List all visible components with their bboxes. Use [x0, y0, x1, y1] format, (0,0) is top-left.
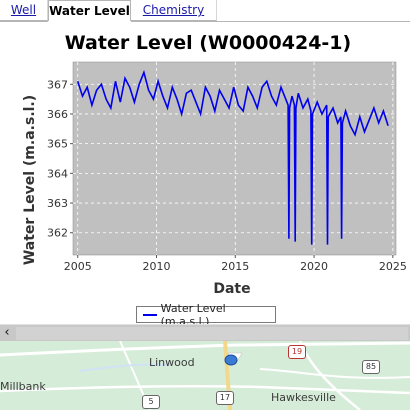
map-place-linwood: Linwood: [149, 356, 195, 369]
y-tick-label: 365: [47, 138, 68, 151]
scroll-thumb[interactable]: [16, 327, 408, 340]
tab-chemistry[interactable]: Chemistry: [131, 0, 217, 21]
x-tick-label: 2025: [379, 260, 407, 273]
y-axis-label: Water Level (m.a.s.l.): [22, 95, 38, 265]
route-shield-19: 19: [288, 345, 306, 359]
map-view[interactable]: Linwood Millbank Hawkesville 19 85 5 17: [0, 341, 410, 410]
tab-bar: Well Water Level Chemistry: [0, 0, 410, 22]
y-tick-label: 366: [47, 108, 68, 121]
x-axis-label: Date: [213, 281, 250, 297]
y-tick-label: 363: [47, 197, 68, 210]
map-place-millbank: Millbank: [0, 380, 46, 393]
scroll-left-arrow-icon[interactable]: ‹: [4, 325, 10, 340]
chart-legend: Water Level (m.a.s.l.): [136, 302, 276, 328]
tab-divider-gap: [48, 21, 131, 22]
y-tick-label: 367: [47, 78, 68, 91]
y-tick-label: 364: [47, 167, 68, 180]
chart-title: Water Level (W0000424-1): [65, 32, 351, 54]
legend-swatch: [143, 313, 157, 316]
tab-water-level[interactable]: Water Level: [48, 0, 131, 22]
y-axis-ticks: 362 363 364 365 366 367: [47, 78, 73, 240]
series-line-water-level: [76, 69, 389, 245]
map-roads: [0, 341, 410, 410]
y-tick-label: 362: [47, 227, 68, 240]
route-shield-85: 85: [362, 360, 380, 374]
x-axis-ticks: 2005 2010 2015 2020 2025: [64, 255, 407, 273]
horizontal-scrollbar[interactable]: ‹: [0, 324, 410, 342]
route-shield-17: 17: [216, 391, 234, 405]
x-tick-label: 2020: [300, 260, 328, 273]
x-tick-label: 2005: [64, 260, 92, 273]
route-shield-5: 5: [142, 395, 160, 409]
tab-divider: [0, 21, 410, 22]
x-tick-label: 2010: [143, 260, 171, 273]
x-tick-label: 2015: [221, 260, 249, 273]
map-place-hawkesville: Hawkesville: [271, 391, 336, 404]
tab-well[interactable]: Well: [0, 0, 48, 21]
water-level-chart: Water Level (W0000424-1) 362 363 364 365 366…: [22, 32, 407, 297]
